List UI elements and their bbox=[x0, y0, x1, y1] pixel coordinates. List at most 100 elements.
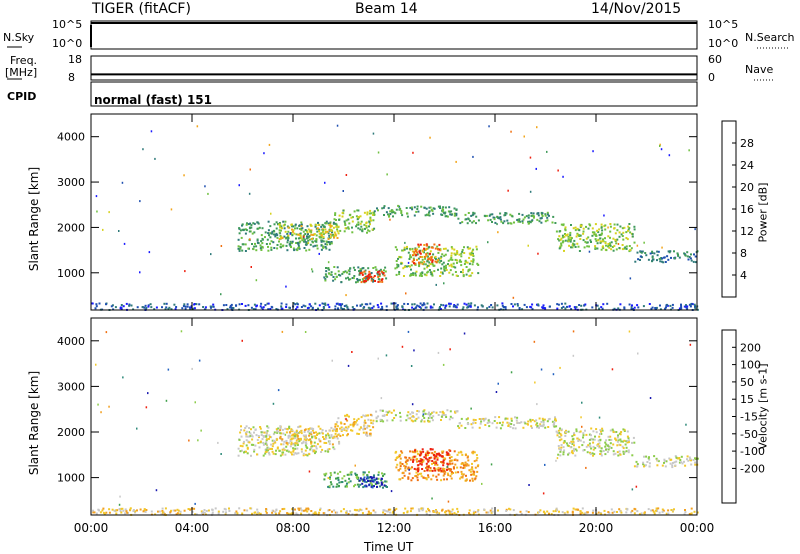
power-echo bbox=[614, 232, 617, 235]
power-echo bbox=[604, 237, 606, 240]
power-echo bbox=[286, 241, 289, 244]
velocity-noise-echo bbox=[413, 349, 415, 352]
date-title: 14/Nov/2015 bbox=[591, 1, 682, 17]
power-echo bbox=[163, 302, 166, 305]
velocity-echo bbox=[451, 417, 454, 420]
power-echo bbox=[686, 307, 689, 310]
velocity-echo bbox=[592, 430, 595, 433]
power-echo bbox=[291, 228, 293, 231]
velocity-echo bbox=[665, 512, 668, 515]
power-echo bbox=[322, 306, 325, 308]
velocity-echo bbox=[599, 439, 602, 442]
power-echo bbox=[416, 248, 419, 251]
velocity-echo bbox=[176, 512, 179, 515]
power-noise-echo bbox=[429, 136, 431, 139]
velocity-echo bbox=[399, 462, 402, 465]
velocity-echo bbox=[431, 452, 434, 455]
velocity-echo bbox=[336, 421, 339, 424]
power-echo bbox=[623, 226, 626, 229]
power-echo bbox=[395, 260, 398, 262]
power-echo bbox=[690, 259, 693, 262]
velocity-echo bbox=[315, 512, 318, 515]
velocity-echo bbox=[276, 431, 279, 434]
power-echo bbox=[305, 249, 308, 252]
velocity-echo bbox=[465, 479, 468, 482]
velocity-echo bbox=[401, 451, 404, 454]
velocity-echo bbox=[369, 419, 372, 422]
power-echo bbox=[564, 234, 567, 237]
velocity-echo bbox=[399, 411, 401, 414]
velocity-echo bbox=[307, 429, 310, 432]
power-echo bbox=[329, 273, 332, 276]
power-echo bbox=[595, 235, 598, 237]
power-echo bbox=[320, 236, 323, 239]
velocity-echo bbox=[369, 476, 372, 478]
power-echo bbox=[321, 224, 324, 226]
velocity-echo bbox=[485, 511, 488, 514]
velocity-echo bbox=[413, 467, 416, 470]
power-echo bbox=[585, 241, 588, 244]
power-echo bbox=[609, 230, 612, 233]
velocity-echo bbox=[402, 471, 405, 474]
velocity-echo bbox=[619, 510, 622, 513]
velocity-echo bbox=[334, 511, 337, 514]
power-echo bbox=[625, 247, 628, 250]
power-echo bbox=[111, 304, 114, 307]
power-echo bbox=[637, 306, 640, 309]
velocity-echo bbox=[410, 507, 413, 510]
velocity-echo bbox=[320, 451, 323, 453]
power-echo bbox=[261, 246, 264, 249]
velocity-noise-echo bbox=[689, 343, 692, 346]
power-echo bbox=[607, 244, 610, 247]
velocity-echo bbox=[609, 442, 612, 445]
velocity-noise-echo bbox=[167, 368, 170, 371]
power-echo bbox=[468, 268, 471, 271]
velocity-echo bbox=[252, 426, 255, 429]
velocity-echo bbox=[454, 471, 457, 474]
power-echo bbox=[403, 302, 406, 305]
velocity-echo bbox=[679, 459, 682, 461]
velocity-echo bbox=[281, 428, 284, 431]
velocity-echo bbox=[304, 444, 307, 447]
velocity-echo bbox=[651, 509, 654, 512]
velocity-echo bbox=[423, 420, 426, 423]
power-echo bbox=[291, 230, 294, 233]
power-echo bbox=[597, 239, 600, 242]
power-echo bbox=[491, 306, 494, 309]
velocity-echo bbox=[340, 510, 343, 513]
velocity-echo bbox=[306, 447, 309, 449]
velocity-echo bbox=[330, 434, 333, 437]
power-echo bbox=[306, 307, 309, 310]
power-echo bbox=[357, 227, 360, 230]
velocity-echo bbox=[531, 419, 534, 421]
velocity-echo bbox=[353, 508, 356, 511]
velocity-echo bbox=[422, 459, 425, 462]
power-echo bbox=[128, 303, 131, 306]
power-echo bbox=[637, 258, 640, 261]
velocity-echo bbox=[356, 477, 359, 480]
power-echo bbox=[244, 228, 247, 231]
velocity-echo bbox=[248, 427, 251, 429]
velocity-echo bbox=[416, 450, 419, 453]
power-echo bbox=[384, 266, 387, 269]
velocity-echo bbox=[491, 507, 494, 510]
power-echo bbox=[684, 253, 687, 256]
power-echo bbox=[521, 213, 524, 216]
velocity-echo bbox=[450, 459, 453, 462]
velocity-echo bbox=[335, 477, 337, 480]
velocity-echo bbox=[274, 441, 277, 444]
freq-max-tick: 18 bbox=[68, 53, 82, 66]
power-echo bbox=[591, 306, 594, 309]
velocity-echo bbox=[286, 428, 289, 431]
velocity-noise-echo bbox=[100, 411, 102, 414]
power-echo bbox=[414, 247, 417, 250]
power-echo bbox=[663, 256, 665, 259]
power-noise-echo bbox=[496, 223, 498, 226]
power-echo bbox=[618, 231, 621, 234]
velocity-echo bbox=[616, 436, 619, 439]
velocity-echo bbox=[565, 431, 568, 433]
velocity-noise-echo bbox=[385, 354, 388, 357]
power-echo bbox=[250, 306, 253, 309]
power-echo bbox=[624, 246, 627, 249]
velocity-echo bbox=[446, 468, 448, 471]
